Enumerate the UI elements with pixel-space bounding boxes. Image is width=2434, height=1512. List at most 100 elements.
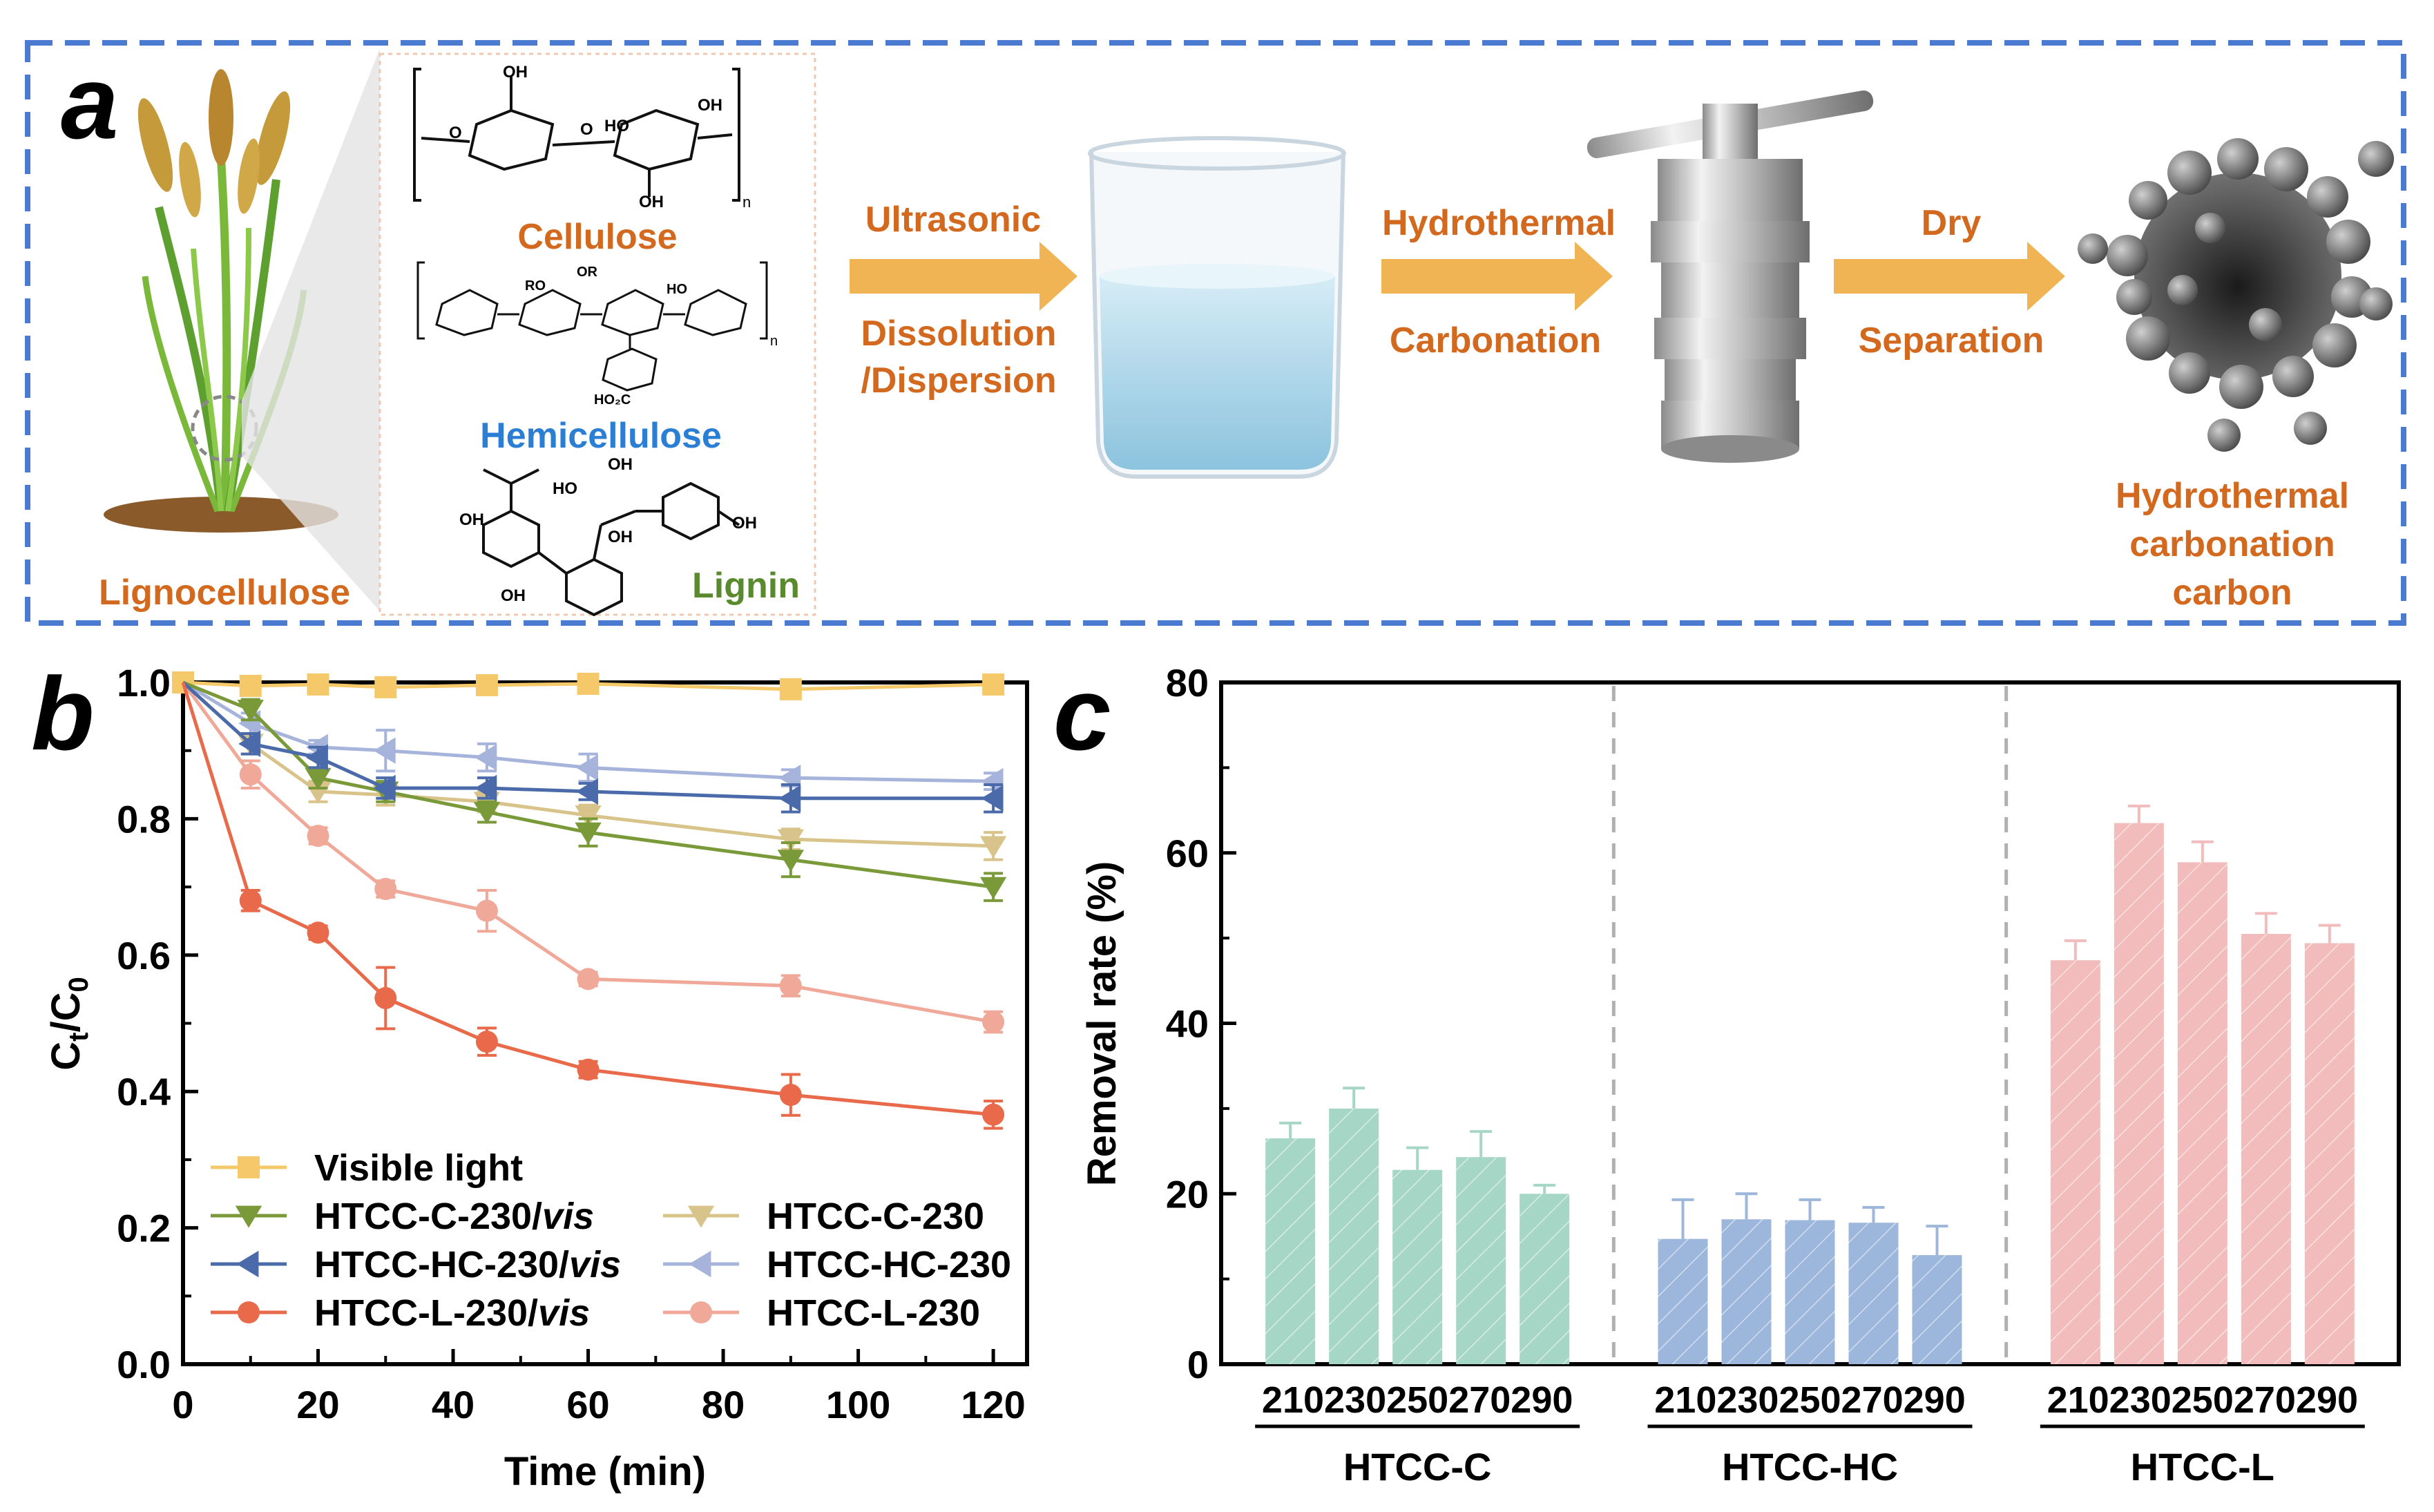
data-point xyxy=(475,899,498,922)
data-point xyxy=(475,1031,498,1053)
data-point xyxy=(373,774,396,802)
x-tick-label: 60 xyxy=(566,1383,609,1426)
bar-hatch xyxy=(2050,960,2100,1364)
data-point xyxy=(575,822,602,845)
x-tick-label: 0 xyxy=(172,1383,193,1426)
chem-o-1: O xyxy=(449,124,462,142)
bar-hatch xyxy=(1392,1169,1443,1364)
chem-ho2c: HO₂C xyxy=(594,392,631,408)
chem-oh-6: OH xyxy=(608,455,633,474)
group-label: HTCC-L xyxy=(2131,1445,2274,1489)
series-htcc-l-230 xyxy=(181,681,1005,1034)
bar-group-htcc-l xyxy=(2050,804,2355,1364)
bar-group-htcc-hc xyxy=(1658,1192,1962,1364)
data-point xyxy=(307,825,329,848)
bar-hatch xyxy=(2114,823,2164,1364)
series-line xyxy=(182,680,994,783)
bar-hatch xyxy=(1265,1138,1316,1364)
category-labels: 210230250270290 xyxy=(1262,1379,1573,1421)
chart-c-bars xyxy=(1265,804,2355,1364)
label-separation: Separation xyxy=(1859,320,2044,361)
y-tick-label: 0.6 xyxy=(117,934,171,977)
data-point xyxy=(239,763,262,786)
beaker-illustration xyxy=(1088,136,1346,479)
data-point xyxy=(239,889,262,912)
bar-hatch xyxy=(1912,1255,1962,1364)
legend-label: Visible light xyxy=(314,1147,523,1189)
series-line xyxy=(182,681,994,848)
label-hemicellulose: Hemicellulose xyxy=(480,416,722,456)
label-dissolution: Dissolution xyxy=(861,314,1056,354)
data-point xyxy=(779,678,802,700)
panel-a-letter: a xyxy=(61,44,118,160)
label-carbonation: Carbonation xyxy=(1390,320,1601,361)
label-lignocellulose: Lignocellulose xyxy=(99,573,350,613)
label-lignin: Lignin xyxy=(692,566,800,606)
label-ultrasonic: Ultrasonic xyxy=(865,200,1041,240)
data-point xyxy=(237,700,264,722)
label-product-3: carbon xyxy=(2172,573,2292,613)
category-labels: 210230250270290 xyxy=(1654,1379,1965,1421)
series-htcc-l-230-vis xyxy=(181,682,1005,1130)
data-point xyxy=(575,778,598,805)
data-point xyxy=(577,1058,600,1081)
bar-hatch xyxy=(1520,1194,1570,1364)
series-line xyxy=(181,682,994,1117)
bar-hatch xyxy=(1658,1238,1708,1364)
chart-b-ylabel: Ct/C0 xyxy=(44,977,94,1070)
data-point xyxy=(475,673,498,696)
x-tick-label: 80 xyxy=(702,1383,745,1426)
data-point xyxy=(779,1084,802,1107)
data-point xyxy=(778,785,801,812)
chem-ho-1: HO xyxy=(604,117,629,135)
legend-marker xyxy=(238,1156,260,1178)
series-visible-light xyxy=(172,671,1005,700)
data-point xyxy=(575,754,598,781)
legend-marker xyxy=(689,1250,711,1278)
rice-plant-illustration xyxy=(104,48,380,611)
data-point xyxy=(373,737,396,764)
chem-oh-7: OH xyxy=(608,528,633,546)
category-labels: 210230250270290 xyxy=(2047,1379,2358,1421)
legend-label: HTCC-HC-230 xyxy=(767,1244,1011,1285)
y-tick-label: 40 xyxy=(1166,1002,1209,1046)
chem-or: OR xyxy=(577,265,598,280)
legend-label: HTCC-L-230/vis xyxy=(314,1292,590,1334)
bar-hatch xyxy=(2241,933,2291,1364)
chart-c-ylabel: Removal rate (%) xyxy=(1080,861,1124,1187)
legend-item: HTCC-HC-230/vis xyxy=(211,1244,621,1285)
data-point xyxy=(777,850,805,872)
series-htcc-hc-230-vis xyxy=(182,681,1004,814)
data-point xyxy=(374,676,397,698)
legend-item: HTCC-HC-230 xyxy=(663,1244,1011,1285)
panel-c-letter: c xyxy=(1053,655,1111,772)
data-point xyxy=(981,785,1004,812)
chart-b-axes: 0 20 40 60 80 100 120 0.0 0.2 0.4 0.6 0.8 1.0 xyxy=(117,661,1026,1426)
label-dry: Dry xyxy=(1922,203,1982,243)
legend-label: HTCC-C-230 xyxy=(767,1196,984,1237)
bar-hatch xyxy=(2177,862,2227,1364)
data-point xyxy=(981,767,1004,795)
x-tick-label: 40 xyxy=(432,1383,475,1426)
data-point xyxy=(374,878,397,901)
autoclave-illustration xyxy=(1587,90,1874,463)
chem-n-1: n xyxy=(742,193,751,211)
legend-item: HTCC-C-230 xyxy=(663,1196,984,1237)
y-tick-label: 0.4 xyxy=(117,1070,171,1113)
y-tick-label: 1.0 xyxy=(117,661,171,705)
panel-b-letter: b xyxy=(31,655,95,772)
data-point xyxy=(982,1103,1005,1126)
group-label: HTCC-HC xyxy=(1722,1445,1898,1489)
legend-label: HTCC-L-230 xyxy=(767,1292,980,1334)
chem-ro: RO xyxy=(525,278,546,294)
bar-hatch xyxy=(1329,1108,1379,1364)
panel-a-border xyxy=(25,40,2406,626)
x-tick-label: 120 xyxy=(961,1383,1025,1426)
data-point xyxy=(979,836,1007,859)
group-label: HTCC-C xyxy=(1343,1445,1492,1489)
bar-hatch xyxy=(1721,1219,1772,1364)
legend-item: HTCC-L-230 xyxy=(663,1292,980,1334)
legend-marker xyxy=(235,1205,262,1228)
panel-a-schematic: a Lignocellulose xyxy=(25,40,2406,626)
data-point xyxy=(239,674,262,697)
